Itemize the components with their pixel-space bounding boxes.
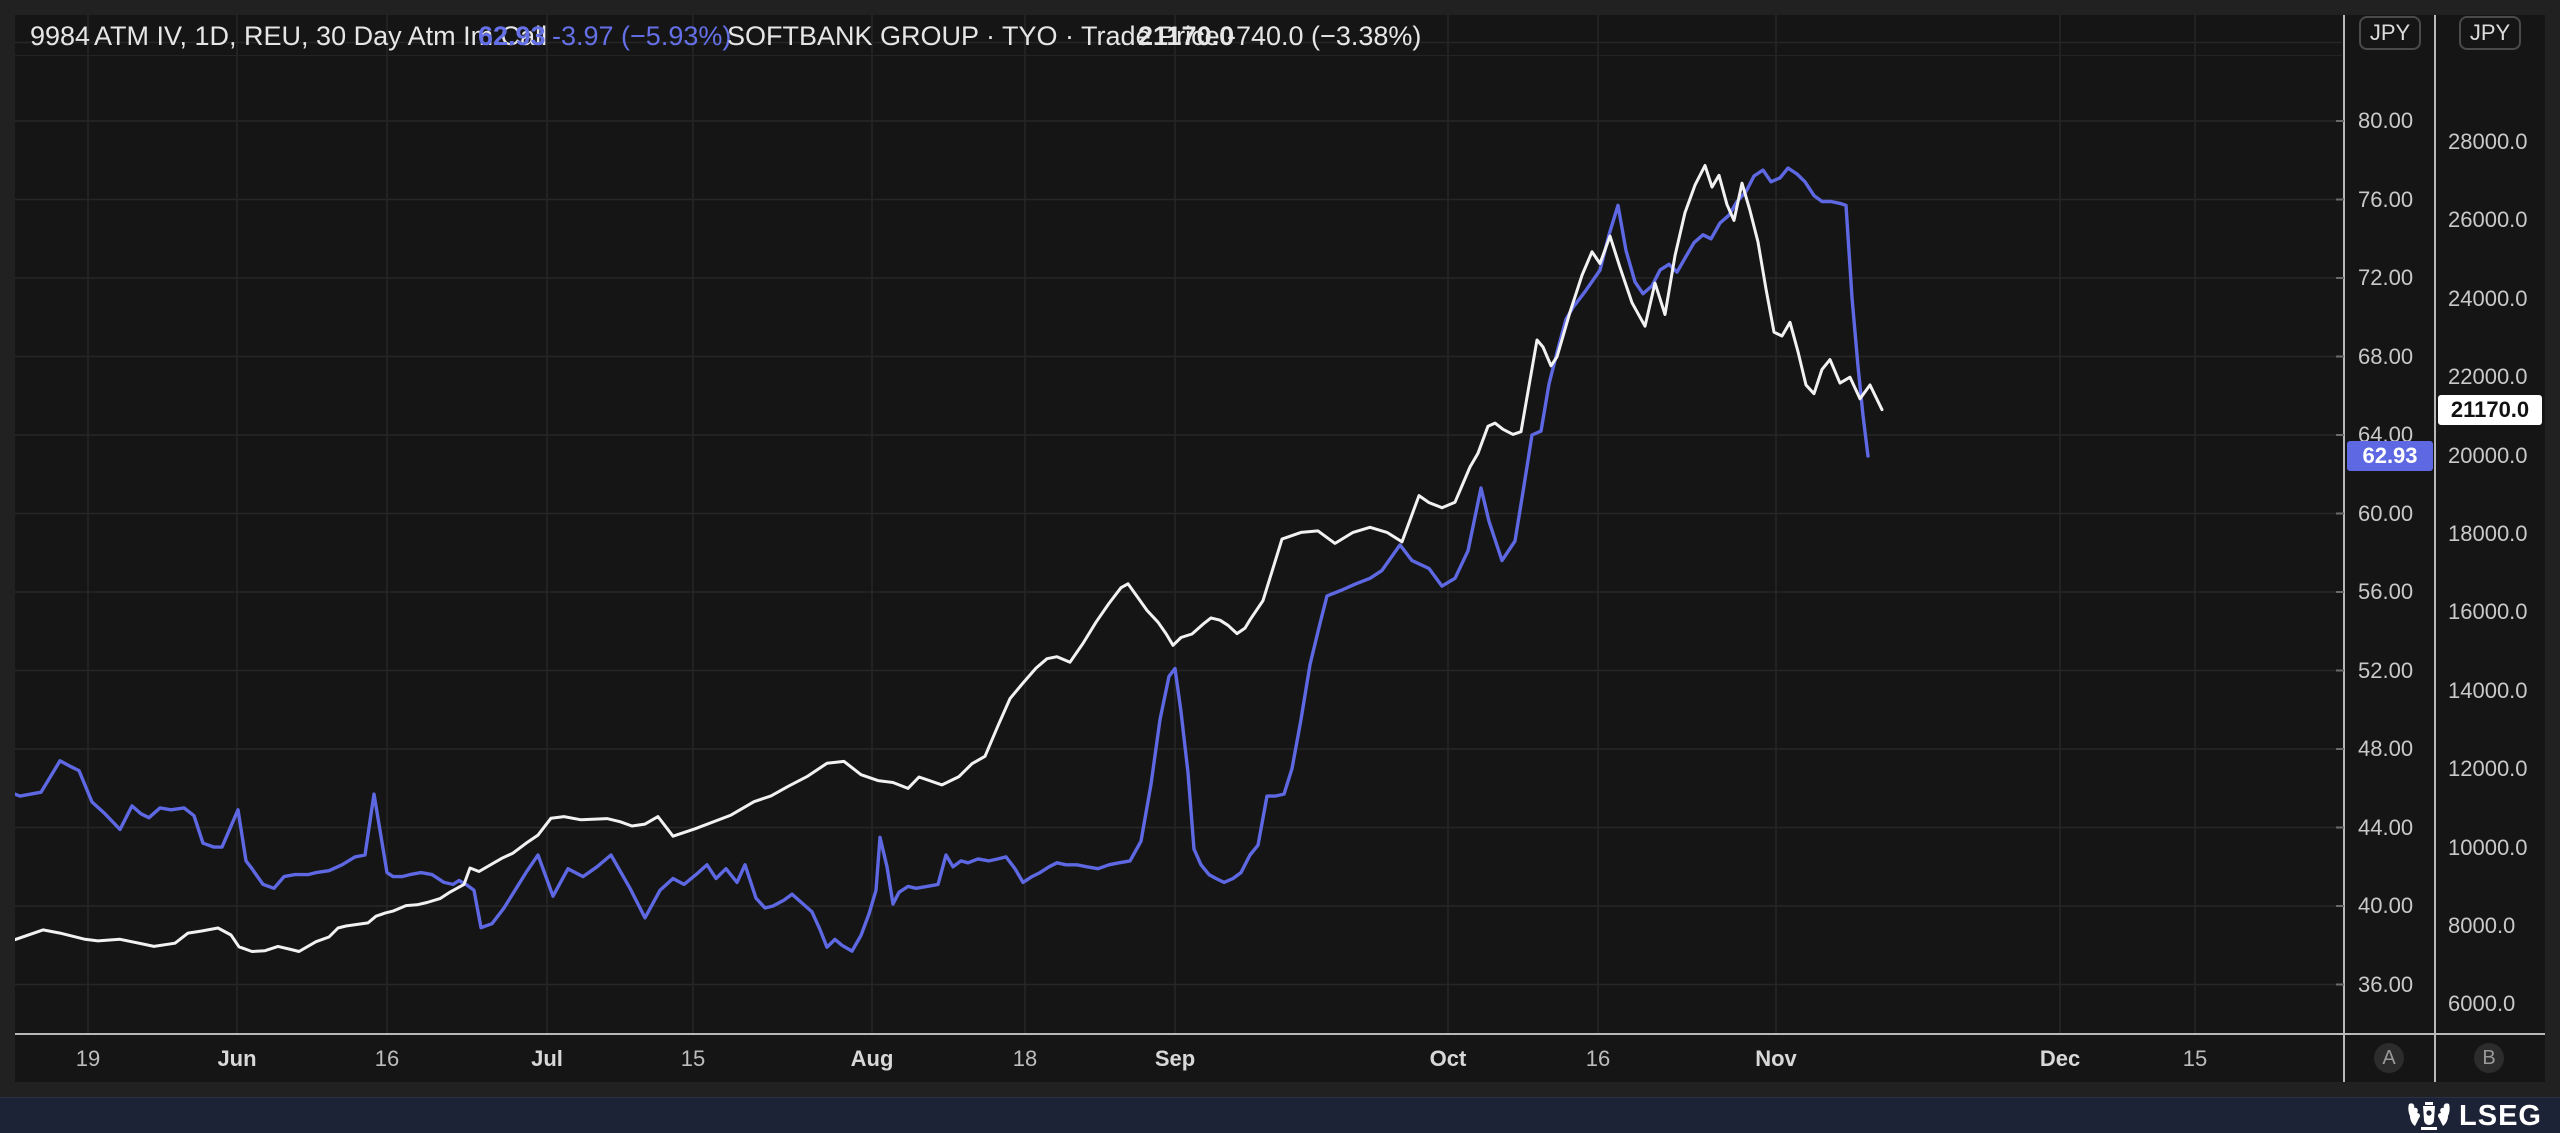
jpy-axis-label: 26000.0 <box>2448 207 2528 233</box>
legend-item-4[interactable]: SOFTBANK GROUP · TYO · Trade Price <box>727 21 1220 51</box>
currency-button-axis-b[interactable]: JPY <box>2459 16 2521 50</box>
legend-item-6[interactable]: -740.0 (−3.38%) <box>1227 21 1422 51</box>
jpy-axis-label: 28000.0 <box>2448 129 2528 154</box>
legend-item-5[interactable]: 21170.0 <box>1138 21 1235 51</box>
jpy-axis-label: 16000.0 <box>2448 599 2528 625</box>
time-axis-label-18: 18 <box>1012 1046 1038 1071</box>
iv-axis-label: 68.00 <box>2358 343 2414 369</box>
jpy-axis-label: 22000.0 <box>2448 364 2528 390</box>
iv-axis-label: 40.00 <box>2358 893 2414 918</box>
time-axis-label-Jul: Jul <box>531 1046 563 1071</box>
iv-axis-label: 36.00 <box>2358 971 2414 997</box>
pane-b-button[interactable]: B <box>2474 1043 2504 1073</box>
jpy-axis-label: 24000.0 <box>2448 285 2528 311</box>
brand-text: LSEG <box>2459 1099 2542 1132</box>
time-axis-label-16: 16 <box>374 1046 400 1071</box>
brand: LSEG <box>2407 1100 2542 1133</box>
iv-series-line <box>15 166 1870 953</box>
jpy-axis-label: 8000.0 <box>2448 913 2516 938</box>
iv-axis-label: 76.00 <box>2358 186 2414 212</box>
jpy-axis-label: 20000.0 <box>2448 442 2528 468</box>
legend-separator <box>15 55 2342 56</box>
iv-axis-label: 56.00 <box>2358 579 2414 604</box>
time-axis-label-Sep: Sep <box>1154 1046 1196 1071</box>
legend-row: 9984 ATM IV, 1D, REU, 30 Day Atm Im Call 6… <box>15 15 2342 55</box>
iv-axis-label: 48.00 <box>2358 736 2414 761</box>
currency-button-axis-a[interactable]: JPY <box>2359 16 2421 50</box>
time-axis-label-Aug: Aug <box>850 1046 894 1071</box>
legend-item-1[interactable]: ATM IV, 1D, REU, 30 Day Atm Im Call <box>94 21 548 51</box>
price-last-badge: 21170.0 <box>2438 394 2542 425</box>
jpy-axis-label: 18000.0 <box>2448 521 2528 546</box>
jpy-axis-label: 12000.0 <box>2448 756 2528 782</box>
footer-bar: LSEG <box>0 1097 2560 1133</box>
legend-item-3[interactable]: -3.97 (−5.93%) <box>552 21 732 51</box>
jpy-axis-label: 6000.0 <box>2448 991 2516 1017</box>
time-axis-label-Nov: Nov <box>1755 1046 1797 1071</box>
jpy-axis-label: 14000.0 <box>2448 677 2528 703</box>
iv-axis-label: 80.00 <box>2358 108 2414 133</box>
iv-axis-label: 60.00 <box>2358 500 2414 526</box>
iv-last-badge: 62.93 <box>2347 440 2433 471</box>
time-axis-label-19: 19 <box>75 1046 101 1071</box>
jpy-axis-label: 10000.0 <box>2448 834 2528 860</box>
time-axis-label-15: 15 <box>680 1046 706 1071</box>
iv-axis-label: 44.00 <box>2358 814 2414 840</box>
legend-item-2[interactable]: 62.93 <box>478 21 546 51</box>
iv-axis-label: 72.00 <box>2358 265 2414 290</box>
time-axis-label-Jun: Jun <box>217 1046 257 1071</box>
legend-item-0[interactable]: 9984 <box>30 21 91 51</box>
price-series-line <box>15 164 1884 953</box>
time-axis-label-Oct: Oct <box>1429 1046 1467 1071</box>
time-axis-label-16: 16 <box>1585 1046 1611 1071</box>
time-axis-label-15: 15 <box>2182 1046 2208 1071</box>
pane-a-button[interactable]: A <box>2374 1043 2404 1073</box>
iv-axis-label: 52.00 <box>2358 657 2414 683</box>
lseg-crest-icon <box>2408 1102 2450 1130</box>
time-axis-label-Dec: Dec <box>2039 1046 2081 1071</box>
